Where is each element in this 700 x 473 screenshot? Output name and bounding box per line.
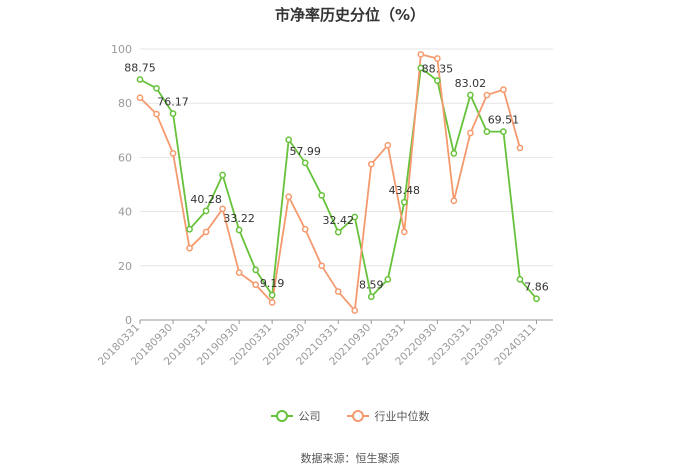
data-point-series-0	[450, 149, 458, 157]
source-note: 数据来源：恒生聚源	[300, 452, 400, 465]
data-label: 69.51	[488, 114, 520, 127]
data-point-series-1	[417, 51, 425, 58]
data-point-series-0	[434, 77, 441, 84]
data-point-series-0	[169, 110, 177, 117]
data-point-series-1	[483, 91, 491, 99]
data-point-series-1	[450, 197, 458, 205]
data-point-series-0	[318, 191, 326, 199]
data-point-series-1	[334, 288, 342, 295]
data-point-series-0	[186, 225, 193, 233]
data-point-series-0	[417, 64, 425, 72]
data-point-series-0	[235, 226, 243, 234]
data-label: 7.86	[524, 281, 549, 294]
data-point-series-1	[434, 55, 441, 62]
data-point-series-0	[516, 276, 524, 283]
chart-title: 市净率历史分位（%）	[274, 6, 426, 24]
data-label: 33.22	[223, 212, 255, 225]
data-label: 8.59	[359, 279, 384, 292]
y-tick-label: 60	[118, 151, 132, 164]
legend-swatch-company	[270, 410, 293, 422]
data-point-series-0	[467, 91, 474, 99]
data-point-series-1	[268, 299, 276, 306]
data-point-series-1	[400, 228, 408, 236]
data-point-series-0	[384, 276, 392, 283]
data-point-series-0	[334, 228, 342, 236]
legend-item-company[interactable]: 公司	[270, 408, 321, 424]
y-tick-label: 80	[118, 97, 132, 110]
data-point-series-0	[252, 266, 259, 274]
data-point-series-0	[400, 198, 408, 206]
series-line-0	[139, 67, 538, 300]
data-point-series-1	[235, 269, 243, 276]
data-point-series-0	[367, 293, 375, 301]
series-line-1	[139, 53, 521, 312]
data-point-series-0	[483, 128, 491, 136]
data-point-series-1	[367, 160, 375, 168]
data-label: 88.75	[124, 61, 156, 74]
data-point-series-0	[533, 295, 540, 303]
data-point-series-0	[301, 159, 309, 167]
data-point-series-0	[500, 128, 507, 135]
data-point-series-1	[219, 205, 226, 213]
data-label: 76.17	[157, 96, 189, 109]
data-point-series-1	[169, 149, 177, 157]
data-point-series-0	[202, 207, 210, 215]
data-point-series-1	[500, 86, 507, 94]
data-point-series-0	[136, 76, 144, 83]
data-label: 40.28	[190, 193, 222, 206]
y-tick-label: 100	[111, 43, 132, 56]
data-point-series-1	[136, 94, 144, 102]
data-point-series-0	[268, 291, 276, 299]
data-point-series-1	[285, 193, 293, 201]
legend: 公司 行业中位数	[0, 408, 700, 424]
data-point-series-0	[285, 136, 293, 144]
data-point-series-1	[318, 262, 326, 270]
y-tick-label: 20	[118, 260, 132, 273]
data-point-series-1	[186, 244, 193, 252]
data-point-series-1	[153, 110, 160, 118]
data-point-series-1	[301, 225, 309, 233]
axes: 0204060801002018033120180930201903312019…	[96, 43, 553, 368]
legend-label-company: 公司	[298, 410, 321, 423]
legend-item-industry-median[interactable]: 行业中位数	[346, 408, 430, 424]
y-tick-label: 0	[125, 314, 132, 327]
data-point-series-1	[351, 307, 359, 314]
series	[136, 51, 540, 314]
data-point-series-1	[202, 228, 210, 236]
data-point-series-1	[516, 144, 524, 152]
y-tick-label: 40	[118, 206, 132, 219]
data-point-series-0	[153, 84, 160, 92]
line-chart: 0204060801002018033120180930201903312019…	[96, 43, 553, 368]
data-label: 57.99	[289, 145, 321, 158]
data-label: 83.02	[455, 77, 487, 90]
data-point-series-0	[351, 213, 359, 221]
data-label: 43.48	[389, 184, 421, 197]
data-point-series-1	[384, 141, 392, 149]
data-label: 32.42	[322, 214, 354, 227]
legend-label-industry-median: 行业中位数	[374, 410, 430, 423]
data-point-series-1	[252, 281, 259, 289]
data-point-series-1	[467, 129, 474, 137]
data-label: 9.19	[260, 277, 285, 290]
data-point-series-0	[219, 171, 226, 179]
gridlines	[140, 48, 553, 267]
legend-swatch-industry-median	[346, 410, 369, 422]
data-label: 88.35	[422, 63, 454, 76]
